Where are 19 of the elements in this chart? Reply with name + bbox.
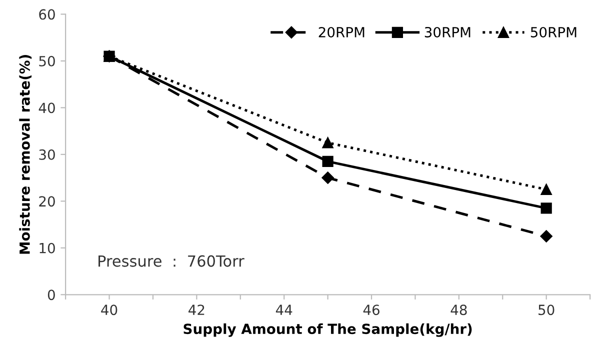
legend-label: 30RPM xyxy=(424,26,470,38)
y-tick-label: 30 xyxy=(39,149,55,160)
annotation: Pressure : 760Torr xyxy=(98,255,244,267)
y-tick-label: 0 xyxy=(48,290,55,300)
x-tick-label: 42 xyxy=(188,304,204,315)
y-tick-label: 40 xyxy=(38,102,55,114)
x-tick-label: 48 xyxy=(450,304,467,316)
y-tick-label: 60 xyxy=(39,9,55,20)
x-tick-label: 50 xyxy=(538,304,554,316)
legend-label: 20RPM xyxy=(318,26,364,38)
y-axis-title: Moisture removal rate(%) xyxy=(19,55,32,254)
x-tick-label: 46 xyxy=(363,304,380,316)
x-tick-label: 44 xyxy=(276,304,292,315)
y-tick-label: 20 xyxy=(39,196,55,207)
legend-label: 50RPM xyxy=(530,26,576,38)
x-tick-label: 40 xyxy=(101,304,118,316)
y-tick-label: 10 xyxy=(40,242,55,254)
x-axis-title: Supply Amount of The Sample(kg/hr) xyxy=(184,323,472,337)
y-tick-label: 50 xyxy=(39,56,55,66)
